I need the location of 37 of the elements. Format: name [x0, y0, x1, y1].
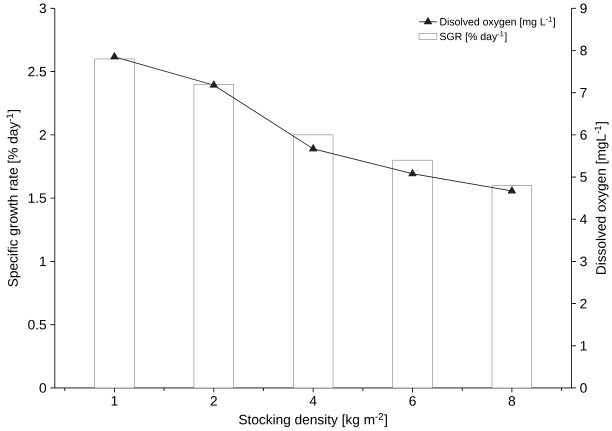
y2-tick-label: 0 — [580, 383, 587, 393]
y2-tick-label: 3 — [580, 256, 587, 266]
point — [508, 186, 516, 194]
y2-tick-label: 8 — [580, 46, 587, 56]
x-tick-label: 2 — [210, 396, 217, 406]
legend-label: SGR [% day$^{-1}$] — [440, 31, 506, 42]
y-tick-label: 0.5 — [28, 320, 46, 330]
y-tick-label: 2 — [40, 130, 46, 140]
point — [309, 144, 318, 152]
bar — [392, 160, 433, 388]
x-tick-label: 8 — [508, 396, 516, 406]
y-tick-label: 1 — [40, 256, 46, 266]
bar — [492, 185, 532, 388]
x-tick-label: 1 — [112, 396, 118, 406]
y2-tick-label: 1 — [580, 341, 587, 351]
bar — [293, 134, 334, 388]
y-axis-title: Specific growth rate [% day$^{-1}$] — [6, 110, 20, 287]
point — [110, 52, 118, 60]
y-tick-label: 1.5 — [28, 194, 46, 204]
bar — [194, 84, 234, 388]
y2-tick-label: 5 — [580, 172, 587, 182]
y2-axis-title: Dissolved oxygen [mgL$^{-1}$] — [594, 122, 608, 274]
x-tick-label: 4 — [310, 396, 317, 406]
point — [210, 80, 218, 88]
y2-tick-label: 7 — [580, 88, 587, 98]
y-tick-label: 3 — [40, 4, 46, 14]
y-tick-label: 2.5 — [28, 66, 46, 77]
y2-tick-label: 4 — [580, 214, 587, 224]
y2-tick-label: 6 — [580, 130, 587, 140]
y2-tick-label: 2 — [580, 299, 587, 309]
x-tick-label: 6 — [409, 396, 416, 406]
x-axis-title: Stocking density [kg m$^{-2}$] — [239, 413, 387, 428]
bar — [94, 58, 135, 388]
point — [408, 169, 417, 176]
y-tick-label: 0 — [40, 383, 46, 393]
y2-tick-label: 9 — [580, 4, 587, 14]
legend-label: Disolved oxygen [mg L$^{-1}$] — [440, 16, 555, 28]
